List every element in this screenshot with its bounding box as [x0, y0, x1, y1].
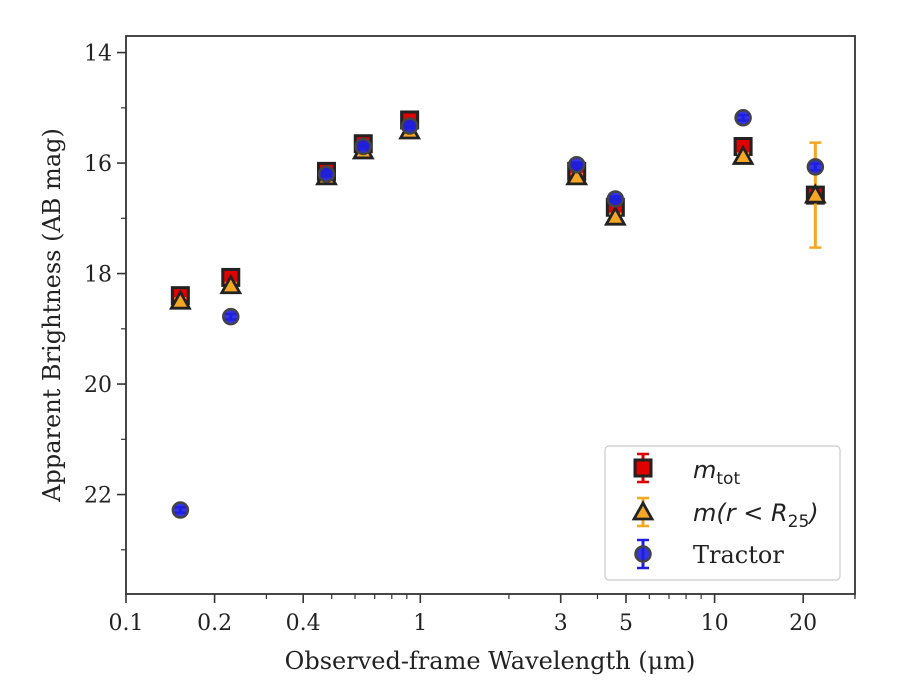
tractor-point — [222, 307, 240, 326]
m-r25-marker — [168, 289, 192, 310]
y-tick-label: 14 — [84, 42, 112, 67]
legend-m-r25-base: m(r < R — [693, 499, 788, 527]
tractor-marker — [606, 190, 625, 208]
legend-m-r25-tail: ) — [807, 499, 818, 527]
y-axis-ticks: 14 16 18 20 22 — [84, 42, 126, 551]
legend-markers — [631, 452, 655, 570]
legend-m-tot-marker — [633, 458, 653, 478]
tractor-point — [606, 190, 625, 208]
legend-m-tot-base: m — [693, 456, 716, 484]
x-tick-label: 0.4 — [286, 611, 321, 636]
m-r25-point — [731, 144, 755, 165]
x-tick-label: 5 — [619, 611, 633, 636]
legend-m-r25-marker — [631, 500, 655, 521]
tractor-point — [400, 117, 419, 135]
legend-m-r25-symbol — [631, 496, 655, 528]
tractor-marker — [171, 501, 190, 519]
legend-m-tot-symbol — [633, 452, 653, 484]
x-axis-ticks: 0.1 0.2 0.4 1 3 5 10 20 — [109, 594, 856, 636]
x-tick-label: 20 — [789, 611, 817, 636]
legend-tractor-symbol — [634, 538, 652, 570]
tractor-point — [567, 155, 586, 174]
m-r25-marker — [603, 205, 627, 226]
tractor-point — [317, 165, 336, 183]
legend-m-tot-sub: tot — [716, 469, 740, 489]
tractor-point — [354, 137, 373, 156]
data-marks — [168, 109, 827, 519]
tractor-marker — [400, 117, 419, 135]
m-r25-point — [565, 165, 589, 186]
tractor-marker — [567, 155, 586, 174]
m-r25-point — [168, 289, 192, 310]
legend-label-m-r25: m(r < R25) — [693, 499, 819, 532]
m-r25-point — [219, 273, 243, 295]
y-tick-label: 20 — [84, 373, 112, 398]
legend-label-tractor: Tractor — [693, 541, 784, 569]
m-r25-marker — [731, 144, 755, 165]
tractor-point — [806, 158, 825, 176]
tractor-marker — [222, 307, 240, 326]
y-tick-label: 18 — [84, 263, 112, 288]
m-r25-marker — [219, 273, 243, 295]
x-tick-label: 10 — [701, 611, 729, 636]
tractor-marker — [317, 165, 336, 183]
y-tick-label: 22 — [84, 484, 112, 509]
x-tick-label: 0.2 — [197, 611, 232, 636]
y-tick-label: 16 — [84, 152, 112, 177]
legend-tractor-marker — [634, 545, 652, 563]
tractor-marker — [734, 109, 752, 127]
x-axis-label: Observed-frame Wavelength (μm) — [285, 647, 696, 675]
tractor-marker — [354, 137, 373, 156]
m-r25-marker — [803, 183, 827, 204]
tractor-point — [734, 109, 752, 127]
legend-m-r25-sub: 25 — [788, 512, 810, 532]
x-tick-label: 1 — [413, 611, 427, 636]
plot-frame — [125, 35, 856, 595]
y-axis-label: Apparent Brightness (AB mag) — [38, 128, 66, 503]
legend-label-m-tot: mtot — [693, 456, 740, 489]
legend: mtot m(r < R25) Tractor — [604, 445, 841, 581]
m-r25-marker — [565, 165, 589, 186]
m-r25-point — [603, 205, 627, 226]
x-tick-label: 0.1 — [109, 611, 144, 636]
tractor-marker — [806, 158, 825, 176]
legend-box — [604, 445, 841, 581]
tractor-point — [171, 501, 190, 519]
x-tick-label: 3 — [554, 611, 568, 636]
